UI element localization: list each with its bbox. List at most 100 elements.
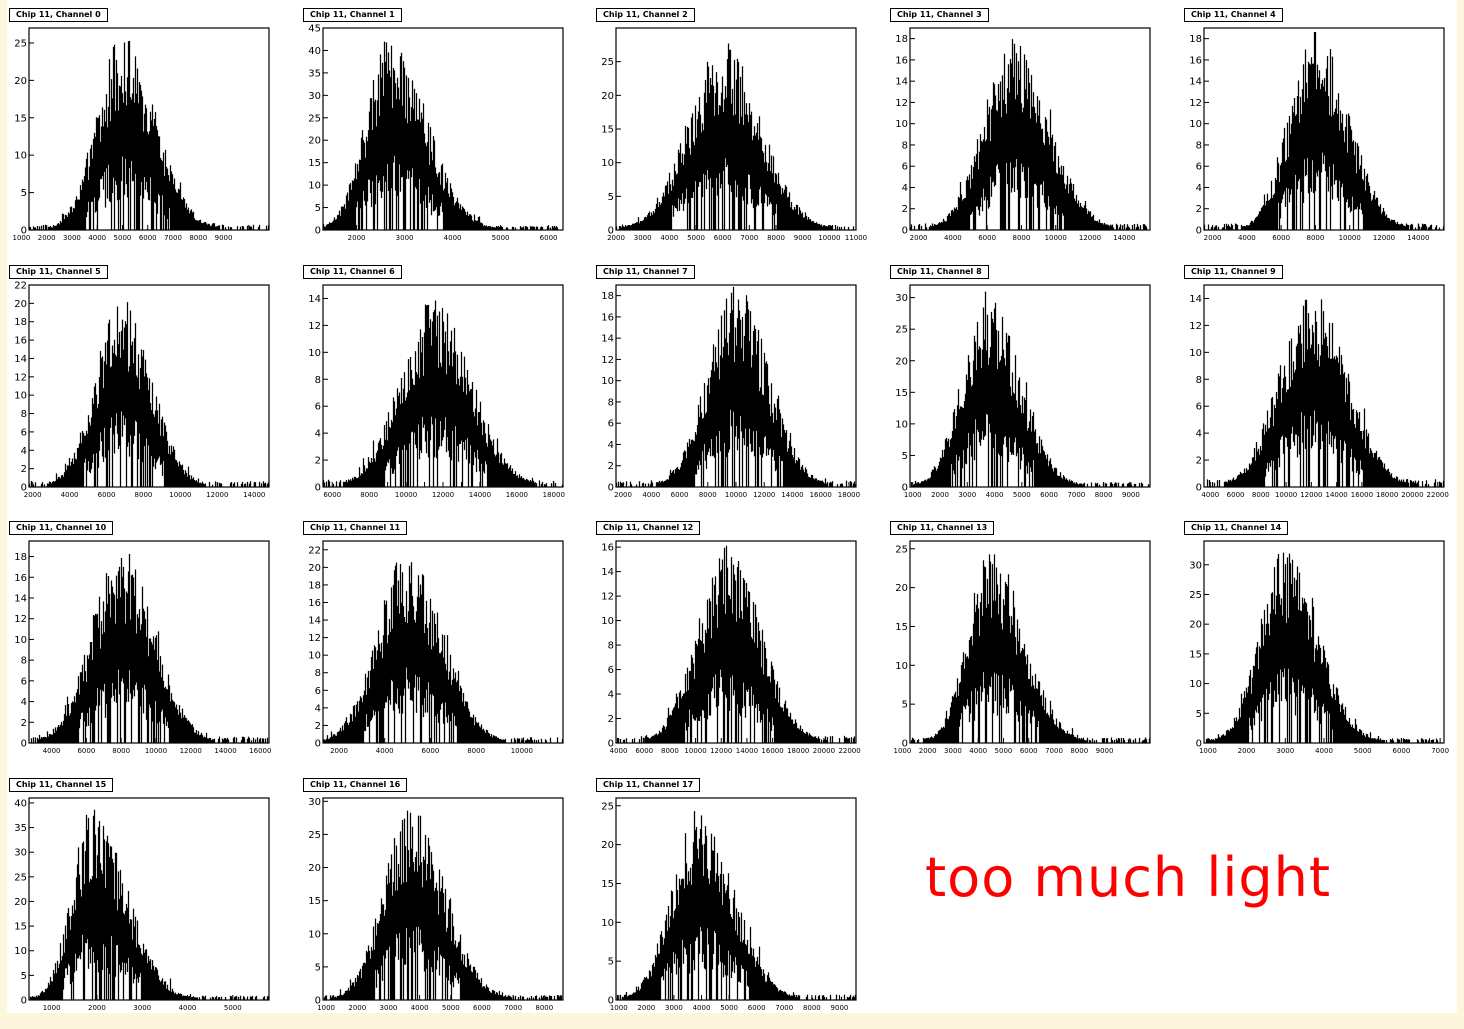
x-tick-label: 18000 bbox=[543, 491, 565, 499]
y-tick-label: 15 bbox=[601, 125, 614, 136]
y-tick-label: 12 bbox=[14, 372, 27, 383]
x-tick-label: 4000 bbox=[88, 234, 106, 242]
histogram-bars bbox=[29, 809, 270, 1000]
y-tick-label: 5 bbox=[21, 188, 27, 199]
x-tick-label: 8000 bbox=[1013, 234, 1031, 242]
y-tick-label: 10 bbox=[601, 616, 614, 627]
x-tick-label: 8000 bbox=[803, 1004, 821, 1012]
x-tick-label: 12000 bbox=[753, 491, 775, 499]
x-tick-label: 5000 bbox=[720, 1004, 738, 1012]
histogram-plot: 0 5 10 15 20 25 30 1000 2000 3000 4000 5000 6000 7000… bbox=[895, 284, 1151, 499]
x-tick-label: 3000 bbox=[944, 747, 962, 755]
y-tick-label: 10 bbox=[308, 348, 321, 359]
x-tick-label: 1000 bbox=[13, 234, 31, 242]
y-tick-label: 2 bbox=[1196, 204, 1202, 215]
y-tick-label: 2 bbox=[902, 204, 908, 215]
y-tick-label: 6 bbox=[21, 676, 27, 687]
x-tick-label: 4000 bbox=[986, 491, 1004, 499]
y-tick-label: 15 bbox=[308, 896, 321, 907]
y-tick-label: 10 bbox=[895, 119, 908, 130]
y-tick-label: 45 bbox=[308, 24, 321, 35]
x-tick-label: 6000 bbox=[714, 234, 732, 242]
histogram-plot: 0 2 4 6 8 10 12 14 16 18 20 22 2000 4000 6000 8000 10000 bbox=[308, 540, 564, 755]
y-tick-label: 35 bbox=[308, 68, 321, 79]
x-tick-label: 7000 bbox=[775, 1004, 793, 1012]
x-tick-label: 6000 bbox=[1227, 491, 1245, 499]
y-tick-label: 0 bbox=[1196, 226, 1202, 237]
x-tick-label: 8000 bbox=[1307, 234, 1325, 242]
y-tick-label: 14 bbox=[601, 567, 614, 578]
x-tick-label: 8000 bbox=[1070, 747, 1088, 755]
y-tick-label: 25 bbox=[601, 57, 614, 68]
histogram-plot: 0 2 4 6 8 10 12 14 16 18 2000 4000 6000 8000 10000 1200… bbox=[601, 284, 860, 499]
y-tick-label: 10 bbox=[308, 181, 321, 192]
x-tick-label: 2000 bbox=[330, 747, 348, 755]
y-tick-label: 10 bbox=[1189, 119, 1202, 130]
y-tick-label: 14 bbox=[1189, 294, 1202, 305]
histogram-panel: Chip 11, Channel 8 0 5 10 15 20 25 30 1000 2000 30… bbox=[888, 260, 1178, 516]
y-tick-label: 14 bbox=[1189, 77, 1202, 88]
x-tick-label: 5000 bbox=[224, 1004, 242, 1012]
annotation-text: too much light bbox=[925, 846, 1332, 909]
x-tick-label: 14000 bbox=[214, 747, 236, 755]
histogram-panel: Chip 11, Channel 13 0 5 10 15 20 25 2000 3000 400… bbox=[888, 516, 1178, 772]
x-tick-label: 4000 bbox=[944, 234, 962, 242]
histogram-panel: Chip 11, Channel 4 0 2 4 6 8 10 12 14 16 18 2000 400… bbox=[1182, 3, 1464, 259]
x-tick-label: 7000 bbox=[1431, 747, 1449, 755]
x-tick-label: 10000 bbox=[1339, 234, 1361, 242]
y-tick-label: 14 bbox=[14, 593, 27, 604]
histogram-panel: Chip 11, Channel 16 0 5 10 15 20 25 30 1000 2000 3… bbox=[301, 773, 591, 1029]
y-tick-label: 10 bbox=[601, 918, 614, 929]
x-tick-label: 16000 bbox=[810, 491, 832, 499]
x-tick-label: 6000 bbox=[540, 234, 558, 242]
y-tick-label: 40 bbox=[14, 798, 27, 809]
y-tick-label: 5 bbox=[315, 203, 321, 214]
x-tick-label: 6000 bbox=[1020, 747, 1038, 755]
y-tick-label: 10 bbox=[308, 651, 321, 662]
x-tick-label: 4000 bbox=[610, 747, 628, 755]
y-tick-label: 25 bbox=[14, 872, 27, 883]
x-tick-label: 18000 bbox=[787, 747, 809, 755]
y-tick-label: 0 bbox=[608, 226, 614, 237]
x-tick-label: 3000 bbox=[380, 1004, 398, 1012]
histogram-title: Chip 11, Channel 11 bbox=[303, 521, 408, 535]
y-tick-label: 25 bbox=[895, 544, 908, 555]
y-tick-label: 0 bbox=[608, 996, 614, 1007]
y-tick-label: 12 bbox=[308, 321, 321, 332]
x-tick-label: 4000 bbox=[444, 234, 462, 242]
histogram-bars bbox=[322, 562, 564, 743]
x-tick-label: 2000 bbox=[1204, 234, 1222, 242]
y-tick-label: 6 bbox=[902, 162, 908, 173]
histogram-title: Chip 11, Channel 13 bbox=[890, 521, 995, 535]
x-tick-label: 8000 bbox=[360, 491, 378, 499]
y-tick-label: 6 bbox=[315, 686, 321, 697]
x-tick-label: 2000 bbox=[38, 234, 56, 242]
x-tick-label: 10000 bbox=[169, 491, 191, 499]
y-tick-label: 4 bbox=[315, 429, 321, 440]
y-tick-label: 25 bbox=[1189, 590, 1202, 601]
x-tick-label: 9000 bbox=[794, 234, 812, 242]
x-tick-label: 4000 bbox=[642, 491, 660, 499]
y-tick-label: 2 bbox=[21, 464, 27, 475]
x-tick-label: 8000 bbox=[1252, 491, 1270, 499]
x-tick-label: 12000 bbox=[206, 491, 228, 499]
histogram-panel: Chip 11, Channel 12 0 2 4 6 8 10 12 14 16 4000 6000… bbox=[594, 516, 884, 772]
x-tick-label: 5000 bbox=[114, 234, 132, 242]
y-tick-label: 0 bbox=[315, 226, 321, 237]
y-tick-label: 18 bbox=[1189, 34, 1202, 45]
x-tick-label: 4000 bbox=[969, 747, 987, 755]
x-tick-label: 10000 bbox=[395, 491, 417, 499]
x-tick-label: 20000 bbox=[813, 747, 835, 755]
x-tick-label: 12000 bbox=[432, 491, 454, 499]
histogram-title: Chip 11, Channel 1 bbox=[303, 8, 402, 22]
histogram-plot: 0 5 10 15 20 25 30 1000 2000 3000 4000 5000 6000 7000… bbox=[308, 797, 564, 1012]
histogram-title: Chip 11, Channel 2 bbox=[596, 8, 695, 22]
y-tick-label: 12 bbox=[601, 592, 614, 603]
y-tick-label: 20 bbox=[308, 563, 321, 574]
x-tick-label: 8000 bbox=[1095, 491, 1113, 499]
y-tick-label: 30 bbox=[308, 797, 321, 808]
x-tick-label: 6000 bbox=[1040, 491, 1058, 499]
histogram-title: Chip 11, Channel 15 bbox=[9, 778, 114, 792]
y-tick-label: 6 bbox=[1196, 402, 1202, 413]
y-tick-label: 2 bbox=[1196, 456, 1202, 467]
